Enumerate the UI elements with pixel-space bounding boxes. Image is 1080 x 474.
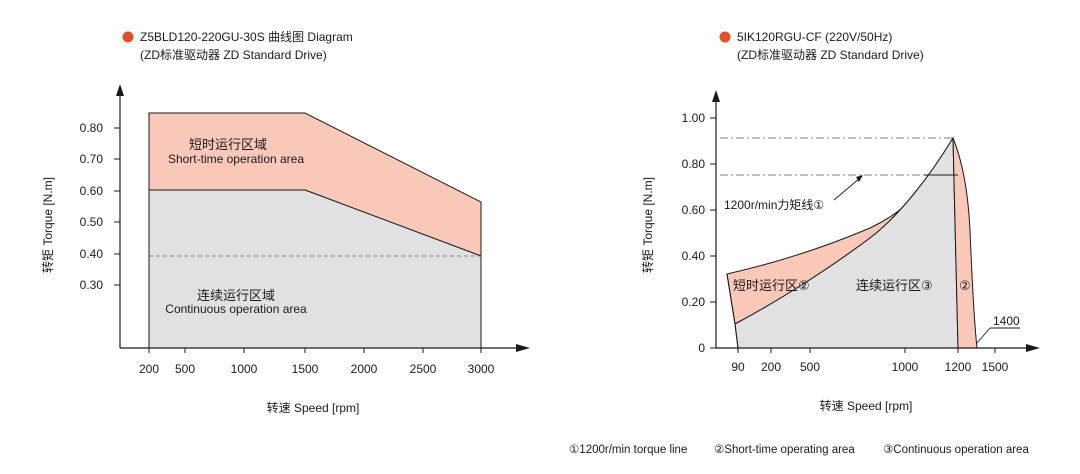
right-torque-line-pointer <box>833 177 861 201</box>
left-y-tick-label: 0.30 <box>80 278 104 292</box>
right-chart-subtitle: (ZD标准驱动器 ZD Standard Drive) <box>737 48 924 62</box>
left-x-tick-label: 1500 <box>292 362 319 376</box>
right-cont-area <box>734 136 959 349</box>
right-short-high-label: ② <box>959 278 971 293</box>
right-torque-line-pointer-arrow <box>856 175 863 182</box>
left-cont-area <box>148 189 482 349</box>
right-cont-area-label: 连续运行区③ <box>856 278 933 293</box>
right-chart-title: 5IK120RGU-CF (220V/50Hz) <box>737 30 892 44</box>
right-x-tick-label: 1200 <box>945 360 972 374</box>
right-y-tick-label: 0.40 <box>682 249 706 263</box>
right-1400-annotation: 1400 <box>993 314 1020 328</box>
left-chart-subtitle: (ZD标准驱动器 ZD Standard Drive) <box>140 48 327 62</box>
left-x-tick-label: 3000 <box>468 362 495 376</box>
right-x-tick-label: 500 <box>800 360 820 374</box>
right-left-edge-line <box>726 273 736 325</box>
left-y-tick-label: 0.50 <box>80 215 104 229</box>
right-x-axis-label: 转速 Speed [rpm] <box>820 398 913 413</box>
left-y-tick-label: 0.60 <box>80 184 104 198</box>
right-x-axis-arrow <box>1026 344 1040 352</box>
left-y-tick-label: 0.40 <box>80 247 104 261</box>
left-title-bullet <box>122 31 134 43</box>
left-y-tick-label: 0.80 <box>80 121 104 135</box>
left-y-axis-arrow <box>116 84 124 96</box>
right-y-tick-label: 0 <box>698 341 705 355</box>
right-torque-line-label: 1200r/min力矩线① <box>724 198 824 212</box>
right-1400-pointer <box>976 327 991 344</box>
left-x-axis-arrow <box>516 344 530 352</box>
left-chart-title: Z5BLD120-220GU-30S 曲线图 Diagram <box>140 30 353 44</box>
right-x-ticks: 90 200 500 1000 1200 1500 <box>731 348 1009 374</box>
right-low-edge-line <box>734 323 739 349</box>
right-x-tick-label: 200 <box>761 360 781 374</box>
left-x-tick-label: 200 <box>139 362 159 376</box>
left-y-axis-label: 转矩 Torque [N.m] <box>40 177 55 273</box>
right-y-tick-label: 0.60 <box>682 203 706 217</box>
left-x-tick-label: 500 <box>175 362 195 376</box>
right-x-tick-label: 1000 <box>892 360 919 374</box>
footer-legend-short-area: ②Short-time operating area <box>714 444 855 456</box>
right-y-axis-arrow <box>712 90 720 102</box>
left-y-tick-label: 0.70 <box>80 152 104 166</box>
right-y-ticks: 0 0.20 0.40 0.60 0.80 1.00 <box>682 111 716 355</box>
right-x-tick-label: 90 <box>731 360 745 374</box>
right-chart: 5IK120RGU-CF (220V/50Hz) (ZD标准驱动器 ZD Sta… <box>640 30 1040 413</box>
left-y-ticks: 0.30 0.40 0.50 0.60 0.70 0.80 <box>80 121 120 292</box>
right-short-area-high-speed <box>952 137 978 349</box>
right-x-tick-label: 1500 <box>982 360 1009 374</box>
right-y-axis-label: 转矩 Torque [N.m] <box>640 177 655 273</box>
right-short-area-label: 短时运行区② <box>733 278 810 293</box>
right-y-tick-label: 1.00 <box>682 111 706 125</box>
right-title-bullet <box>719 31 731 43</box>
left-x-tick-label: 2000 <box>351 362 378 376</box>
left-chart: Z5BLD120-220GU-30S 曲线图 Diagram (ZD标准驱动器 … <box>40 30 530 415</box>
left-x-ticks: 200 500 1000 1500 2000 2500 3000 <box>139 348 495 376</box>
footer-legend-cont-area: ③Continuous operation area <box>883 444 1029 456</box>
left-short-area-label-en: Short-time operation area <box>168 152 304 166</box>
left-x-tick-label: 2500 <box>410 362 437 376</box>
right-y-tick-label: 0.80 <box>682 157 706 171</box>
left-x-axis-label: 转速 Speed [rpm] <box>267 400 360 415</box>
left-x-tick-label: 1000 <box>231 362 258 376</box>
right-y-tick-label: 0.20 <box>682 295 706 309</box>
footer-legend-torque-line: ①1200r/min torque line <box>569 444 687 456</box>
left-cont-area-label-cn: 连续运行区域 <box>197 288 275 303</box>
left-short-area-label-cn: 短时运行区域 <box>189 137 267 152</box>
left-cont-area-label-en: Continuous operation area <box>165 302 307 316</box>
